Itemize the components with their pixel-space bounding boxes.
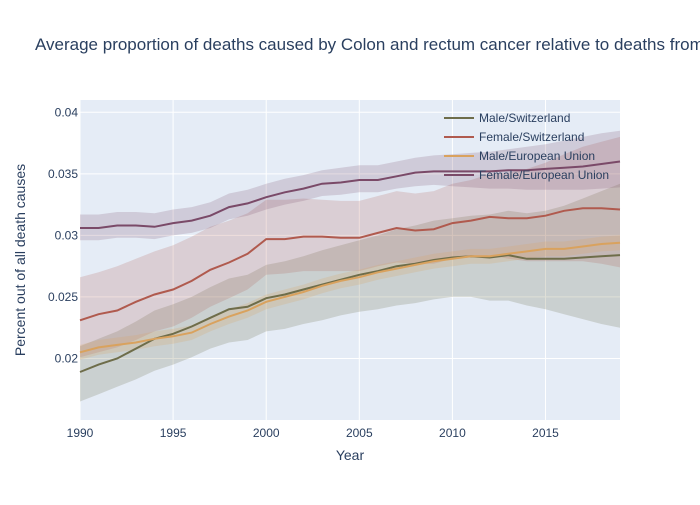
confidence-bands	[80, 130, 620, 402]
legend-label-1[interactable]: Female/Switzerland	[479, 130, 584, 144]
x-tick-label: 1990	[67, 426, 94, 440]
y-tick-label: 0.02	[55, 351, 79, 365]
series-line-0[interactable]	[79, 254, 621, 373]
y-axis-title: Percent out of all death causes	[12, 164, 28, 356]
y-tick-label: 0.025	[48, 290, 78, 304]
confidence-band-2	[80, 235, 620, 360]
legend-label-3[interactable]: Female/European Union	[479, 168, 609, 182]
x-tick-label: 2010	[439, 426, 466, 440]
plot-background	[80, 100, 620, 420]
x-tick-label: 2015	[532, 426, 559, 440]
y-tick-label: 0.03	[55, 228, 79, 242]
x-tick-label: 2005	[346, 426, 373, 440]
x-axis-title: Year	[336, 447, 365, 463]
y-tick-label: 0.035	[48, 167, 78, 181]
y-axis-ticks: 0.02 0.025 0.03 0.035 0.04	[48, 105, 78, 365]
x-tick-label: 1995	[160, 426, 187, 440]
x-axis-ticks: 1990 1995 2000 2005 2010 2015	[67, 426, 560, 440]
chart-title: Average proportion of deaths caused by C…	[35, 35, 700, 54]
legend-label-0[interactable]: Male/Switzerland	[479, 111, 570, 125]
confidence-band-0	[80, 183, 620, 402]
y-tick-label: 0.04	[55, 105, 79, 119]
series-lines	[79, 160, 621, 373]
grid-layer	[79, 100, 620, 420]
confidence-band-1	[80, 136, 620, 358]
x-tick-label: 2000	[253, 426, 280, 440]
legend[interactable]: Male/Switzerland Female/Switzerland Male/E…	[444, 111, 609, 182]
series-line-2[interactable]	[79, 241, 621, 354]
legend-label-2[interactable]: Male/European Union	[479, 149, 595, 163]
series-line-1[interactable]	[79, 207, 621, 322]
series-line-3[interactable]	[80, 160, 621, 229]
